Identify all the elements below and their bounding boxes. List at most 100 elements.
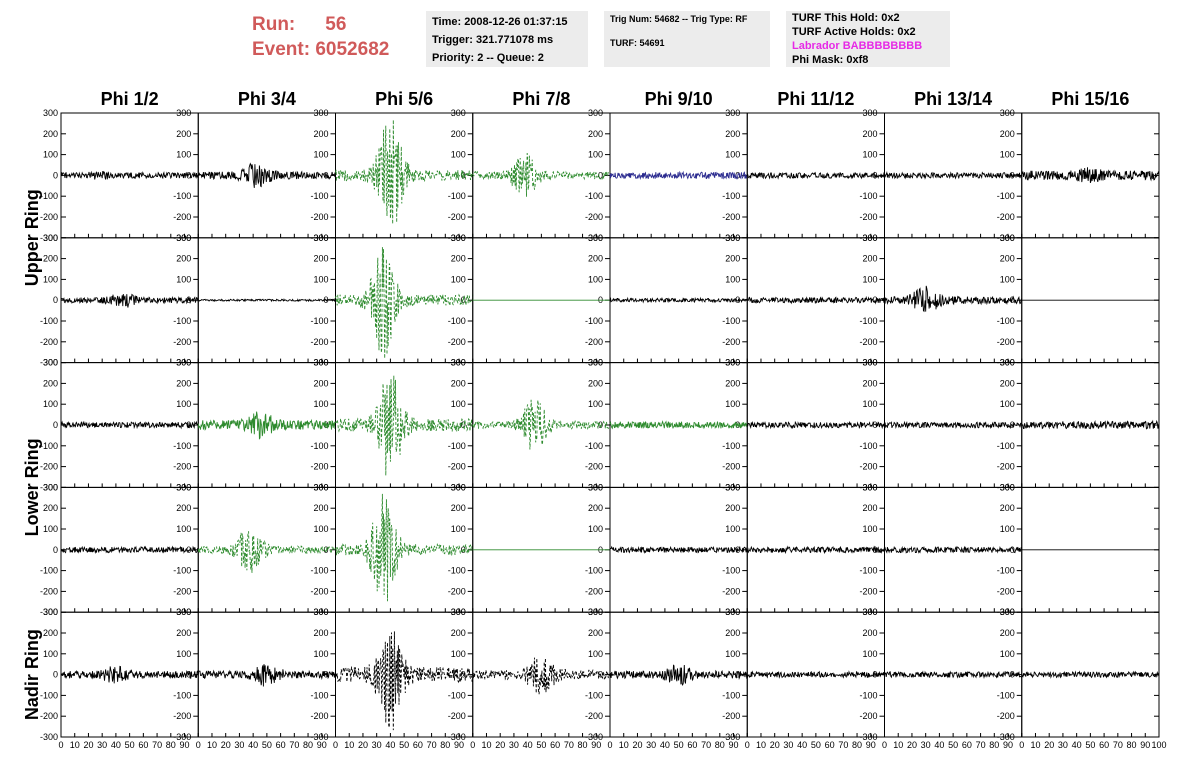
x-tick-label: 90 (866, 740, 876, 750)
y-tick-label: 300 (1000, 358, 1015, 368)
y-tick-label: 300 (451, 233, 466, 243)
event-label: Event: (252, 39, 311, 60)
column-title: Phi 5/6 (375, 89, 433, 109)
y-tick-label: 200 (176, 503, 191, 513)
y-tick-label: 100 (176, 399, 191, 409)
y-tick-label: -200 (722, 212, 740, 222)
column-title: Phi 1/2 (101, 89, 159, 109)
y-tick-label: 300 (862, 482, 877, 492)
y-tick-label: 200 (862, 628, 877, 638)
y-tick-label: -200 (40, 586, 58, 596)
y-tick-label: 300 (176, 607, 191, 617)
run-event-display: Run: 56 Event: 6052682 (252, 12, 389, 62)
x-tick-label: 30 (921, 740, 931, 750)
waveform-trace (746, 545, 885, 555)
y-tick-label: 300 (313, 233, 328, 243)
y-tick-label: -200 (997, 711, 1015, 721)
y-tick-label: 100 (862, 150, 877, 160)
y-tick-label: 300 (176, 233, 191, 243)
turf-text: TURF: 54691 (610, 38, 665, 48)
y-tick-label: -100 (859, 316, 877, 326)
column-title: Phi 3/4 (238, 89, 296, 109)
y-tick-label: 100 (1000, 150, 1015, 160)
row-group-title: Upper Ring (22, 189, 42, 286)
waveform-trace (335, 493, 474, 602)
x-tick-label: 50 (262, 740, 272, 750)
y-tick-label: -300 (173, 732, 191, 742)
x-tick-label: 60 (1099, 740, 1109, 750)
y-tick-label: -200 (585, 462, 603, 472)
y-tick-label: -100 (448, 566, 466, 576)
waveform-trace (197, 162, 336, 188)
y-tick-label: 100 (451, 649, 466, 659)
x-tick-label: 70 (976, 740, 986, 750)
y-tick-label: 100 (313, 274, 328, 284)
y-tick-label: 100 (588, 524, 603, 534)
waveform-trace (884, 171, 1023, 180)
y-tick-label: -100 (310, 566, 328, 576)
y-tick-label: 200 (1000, 378, 1015, 388)
y-tick-label: -100 (173, 566, 191, 576)
y-tick-label: 0 (53, 545, 58, 555)
y-tick-label: -300 (40, 732, 58, 742)
y-tick-label: 100 (1000, 649, 1015, 659)
y-tick-label: -100 (585, 441, 603, 451)
y-tick-label: 200 (725, 503, 740, 513)
waveform-trace (60, 545, 199, 555)
x-tick-label: 40 (660, 740, 670, 750)
waveform-trace (335, 246, 474, 359)
y-tick-label: 200 (313, 503, 328, 513)
y-tick-label: 300 (862, 108, 877, 118)
y-tick-label: 200 (451, 628, 466, 638)
y-tick-label: 0 (53, 420, 58, 430)
y-tick-label: 200 (588, 628, 603, 638)
waveform-trace (884, 420, 1023, 430)
y-tick-label: 300 (1000, 108, 1015, 118)
x-tick-label: 80 (1127, 740, 1137, 750)
x-tick-label: 10 (893, 740, 903, 750)
y-tick-label: 100 (176, 524, 191, 534)
x-tick-label: 50 (948, 740, 958, 750)
y-tick-label: -100 (448, 441, 466, 451)
y-tick-label: -300 (585, 732, 603, 742)
y-tick-label: -200 (448, 212, 466, 222)
x-tick-label: 50 (399, 740, 409, 750)
trig-num-text: Trig Num: 54682 -- Trig Type: RF (610, 14, 748, 24)
x-tick-label: 80 (852, 740, 862, 750)
y-tick-label: -100 (585, 191, 603, 201)
trigger-text: Trigger: 321.771078 ms (432, 34, 554, 46)
y-tick-label: -100 (448, 316, 466, 326)
y-tick-label: 200 (1000, 254, 1015, 264)
x-tick-label: 60 (276, 740, 286, 750)
y-tick-label: -200 (859, 337, 877, 347)
y-tick-label: -200 (40, 212, 58, 222)
y-tick-label: 300 (451, 482, 466, 492)
labrador-text: Labrador BABBBBBBBB (792, 40, 923, 52)
x-tick-label: 30 (783, 740, 793, 750)
waveform-trace (335, 375, 474, 476)
x-tick-label: 50 (1085, 740, 1095, 750)
x-tick-label: 40 (797, 740, 807, 750)
y-tick-label: 300 (862, 233, 877, 243)
y-tick-label: -100 (40, 441, 58, 451)
x-tick-label: 30 (234, 740, 244, 750)
x-tick-label: 80 (166, 740, 176, 750)
run-number: 56 (325, 14, 347, 35)
y-tick-label: 300 (725, 607, 740, 617)
waveform-trace (884, 670, 1023, 679)
waveform-trace (884, 545, 1022, 554)
y-tick-label: 200 (725, 628, 740, 638)
x-tick-label: 60 (687, 740, 697, 750)
y-tick-label: 100 (451, 399, 466, 409)
y-tick-label: -200 (585, 337, 603, 347)
x-tick-label: 70 (701, 740, 711, 750)
x-tick-label: 70 (838, 740, 848, 750)
x-tick-label: 30 (1058, 740, 1068, 750)
y-tick-label: -100 (722, 441, 740, 451)
y-tick-label: 200 (451, 129, 466, 139)
y-tick-label: 100 (725, 649, 740, 659)
y-tick-label: 0 (53, 295, 58, 305)
y-tick-label: 300 (176, 108, 191, 118)
waveform-trace (472, 399, 611, 450)
